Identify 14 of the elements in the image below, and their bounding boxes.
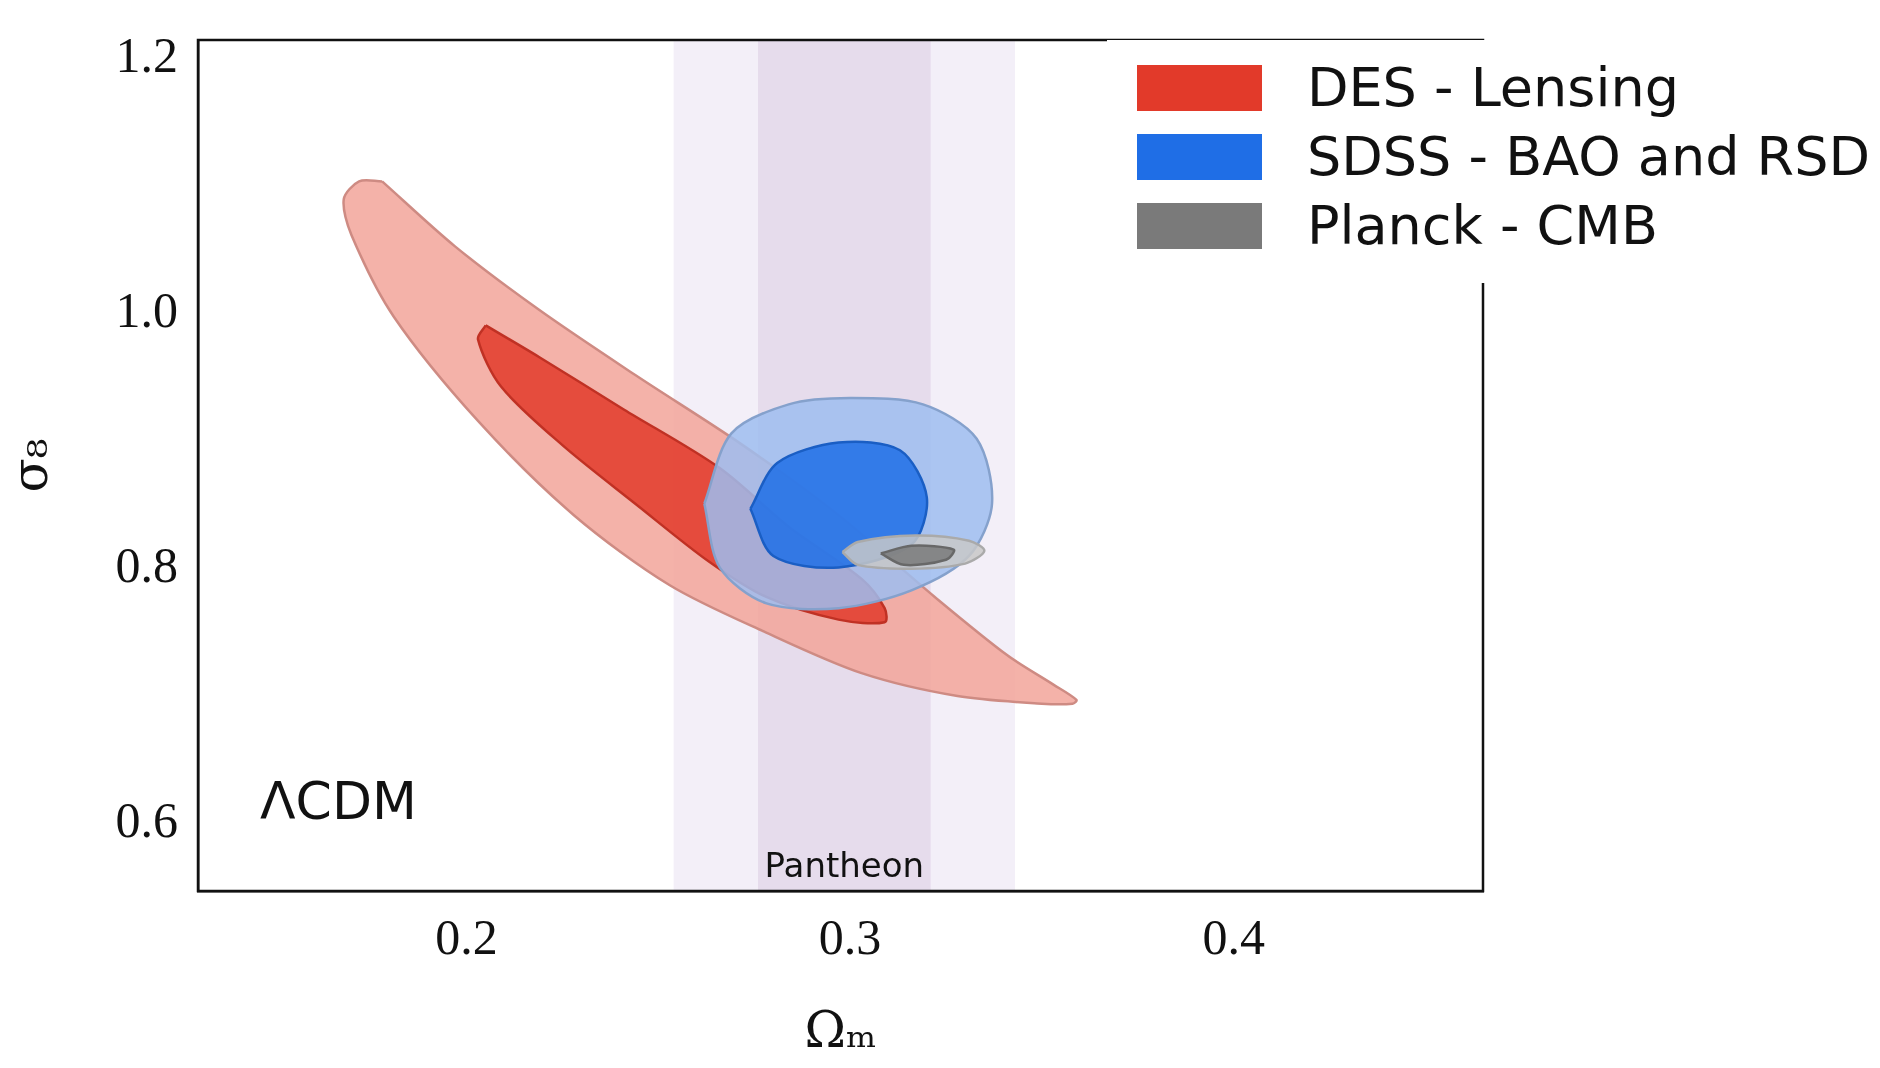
x-tick-label: 0.3 bbox=[818, 909, 882, 966]
legend-label: DES - Lensing bbox=[1306, 56, 1679, 119]
x-tick-label: 0.4 bbox=[1202, 909, 1265, 966]
legend-label: SDSS - BAO and RSD bbox=[1306, 125, 1870, 188]
x-axis-title: Ωₘ bbox=[804, 1000, 877, 1059]
y-tick-label: 1.0 bbox=[115, 282, 178, 339]
band-label: Pantheon bbox=[764, 844, 925, 885]
x-tick-label: 0.2 bbox=[435, 909, 498, 966]
annotation: ΛCDM bbox=[260, 770, 417, 831]
y-axis-title: σ₈ bbox=[0, 438, 59, 493]
y-tick-label: 1.2 bbox=[115, 27, 178, 84]
y-tick-label: 0.8 bbox=[115, 536, 178, 593]
y-tick-label: 0.6 bbox=[115, 791, 178, 848]
legend-label: Planck - CMB bbox=[1306, 194, 1658, 257]
